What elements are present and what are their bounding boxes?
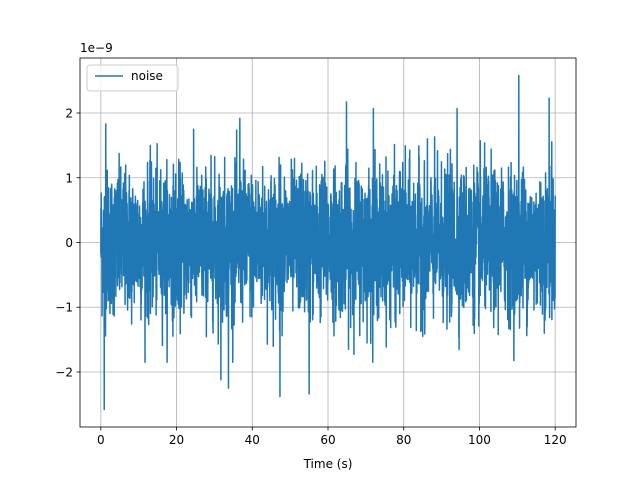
- legend-label: noise: [131, 69, 163, 83]
- y-tick-label: −1: [55, 301, 73, 315]
- x-tick-label: 0: [97, 433, 105, 447]
- x-tick-label: 120: [544, 433, 567, 447]
- legend: noise: [86, 64, 179, 92]
- x-axis-label: Time (s): [303, 457, 353, 471]
- ticks: 0 20 40 60 80 100 120 −2 −1 0 1 2: [55, 107, 566, 447]
- y-tick-label: −2: [55, 365, 73, 379]
- series-line-noise: [100, 74, 556, 411]
- x-tick-label: 100: [468, 433, 491, 447]
- y-tick-label: 2: [65, 107, 73, 121]
- y-offset-text: 1e−9: [80, 41, 113, 55]
- y-tick-label: 1: [65, 171, 73, 185]
- y-tick-label: 0: [65, 236, 73, 250]
- x-tick-label: 20: [169, 433, 184, 447]
- legend-box: [86, 64, 179, 92]
- x-tick-label: 60: [320, 433, 335, 447]
- series-layer: [100, 74, 556, 411]
- x-tick-label: 80: [396, 433, 411, 447]
- x-tick-label: 40: [245, 433, 260, 447]
